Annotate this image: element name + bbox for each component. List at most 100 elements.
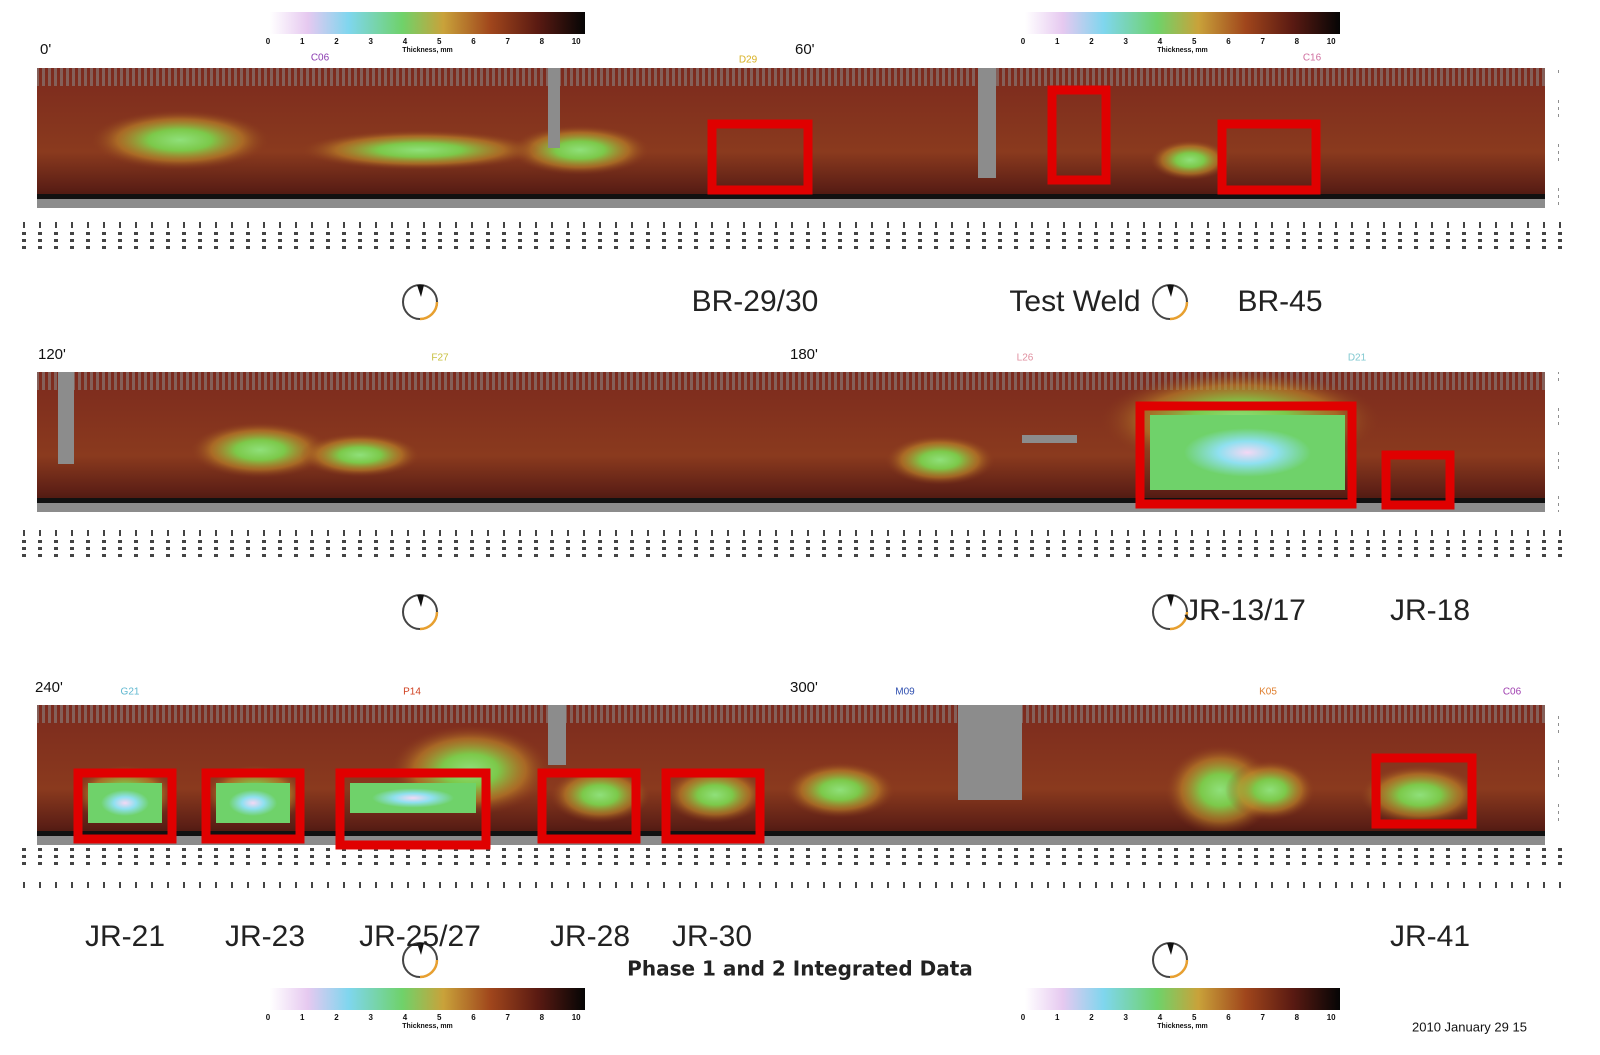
annotation: BR-29/30 (692, 285, 819, 318)
weld-line (37, 831, 1545, 836)
thin-region (550, 767, 650, 823)
colorbar-tick: 6 (1226, 1013, 1231, 1022)
colorbar-tick: 5 (437, 37, 442, 46)
colorbar (1025, 988, 1340, 1010)
left-axis (14, 68, 22, 208)
no-data (978, 68, 996, 178)
orientation-arc (419, 301, 439, 321)
thin-region (90, 110, 270, 170)
no-data-band (37, 199, 1545, 208)
no-data (58, 372, 74, 464)
orientation-arc (419, 611, 439, 631)
colorbar-tick: 6 (471, 1013, 476, 1022)
colorbar-tick: 8 (540, 37, 545, 46)
axis-ticks (17, 514, 1565, 558)
highlight-box (661, 768, 765, 844)
colorbar-tick: 4 (403, 1013, 408, 1022)
location-code: F27 (431, 353, 449, 364)
angle-label: 0' (40, 41, 51, 58)
orientation-pointer (417, 285, 424, 297)
colorbar-tick: 0 (1021, 1013, 1026, 1022)
colorbar-tick: 2 (334, 37, 339, 46)
highlight-box (1047, 85, 1111, 185)
thin-region (1225, 760, 1315, 820)
thin-region (785, 762, 895, 818)
annotation: JR-18 (1390, 594, 1470, 627)
right-axis (1551, 372, 1559, 512)
location-code: G21 (121, 687, 140, 698)
orientation-arc (1169, 301, 1189, 321)
map-background (37, 68, 1545, 208)
thin-region (510, 125, 650, 175)
colorbar-tick: 8 (1295, 37, 1300, 46)
location-code: K05 (1259, 687, 1277, 698)
colorbar-tick: 4 (403, 37, 408, 46)
colorbar-tick: 1 (1055, 1013, 1060, 1022)
no-data (548, 705, 566, 765)
annotation: JR-23 (225, 920, 305, 953)
colorbar-tick: 0 (266, 37, 271, 46)
annotation: Test Weld (1009, 285, 1140, 318)
orientation-pointer (417, 943, 424, 955)
colorbar-tick: 5 (437, 1013, 442, 1022)
orientation-arc (1169, 959, 1189, 979)
weld-line (37, 498, 1545, 503)
caption: Phase 1 and 2 Integrated Data (627, 957, 973, 981)
highlight-box (1381, 450, 1455, 510)
annotation: JR-28 (550, 920, 630, 953)
colorbar-tick: 2 (334, 1013, 339, 1022)
highlight-box (1371, 753, 1477, 829)
no-data-band (37, 836, 1545, 845)
angle-label: 240' (35, 679, 63, 696)
thin-region (88, 783, 162, 823)
axis-ticks (17, 847, 1565, 891)
location-code: L26 (1017, 353, 1034, 364)
highlight-box (73, 768, 177, 844)
colorbar-tick: 10 (572, 37, 581, 46)
colorbar-tick: 5 (1192, 1013, 1197, 1022)
location-code: D29 (739, 55, 758, 66)
annotation: JR-30 (672, 920, 752, 953)
colorbar-tick: 2 (1089, 1013, 1094, 1022)
orientation-pointer (1167, 943, 1174, 955)
highlight-box (201, 768, 305, 844)
colorbar-tick: 0 (1021, 37, 1026, 46)
colorbar (270, 988, 585, 1010)
orientation-arc (1169, 611, 1189, 631)
colorbar-tick: 6 (1226, 37, 1231, 46)
colorbar-tick: 3 (1123, 37, 1128, 46)
colorbar-tick: 3 (368, 37, 373, 46)
colorbar-label: Thickness, mm (1157, 47, 1208, 54)
location-code: P14 (403, 687, 421, 698)
annotation: JR-13/17 (1184, 594, 1306, 627)
angle-label: 120' (38, 346, 66, 363)
orientation-arc (419, 959, 439, 979)
highlight-box (707, 119, 813, 195)
colorbar-tick: 4 (1158, 1013, 1163, 1022)
angle-label: 300' (790, 679, 818, 696)
highlight-box (335, 768, 491, 850)
colorbar-label: Thickness, mm (402, 1023, 453, 1030)
colorbar (1025, 12, 1340, 34)
colorbar-tick: 6 (471, 37, 476, 46)
location-code: C06 (311, 53, 330, 64)
colorbar-tick: 5 (1192, 37, 1197, 46)
weld-line (37, 194, 1545, 199)
no-data (1022, 435, 1077, 443)
no-data (958, 705, 1022, 800)
no-data-band (37, 503, 1545, 512)
annotation: JR-25/27 (359, 920, 481, 953)
colorbar-tick: 2 (1089, 37, 1094, 46)
timestamp: 2010 January 29 15 (1412, 1019, 1527, 1034)
left-axis (14, 372, 22, 512)
colorbar-tick: 10 (1327, 1013, 1336, 1022)
colorbar-tick: 0 (266, 1013, 271, 1022)
orientation-pointer (417, 595, 424, 607)
no-data (548, 68, 560, 148)
colorbar-tick: 4 (1158, 37, 1163, 46)
colorbar-label: Thickness, mm (402, 47, 453, 54)
left-axis (14, 705, 22, 845)
thin-region (216, 783, 290, 823)
